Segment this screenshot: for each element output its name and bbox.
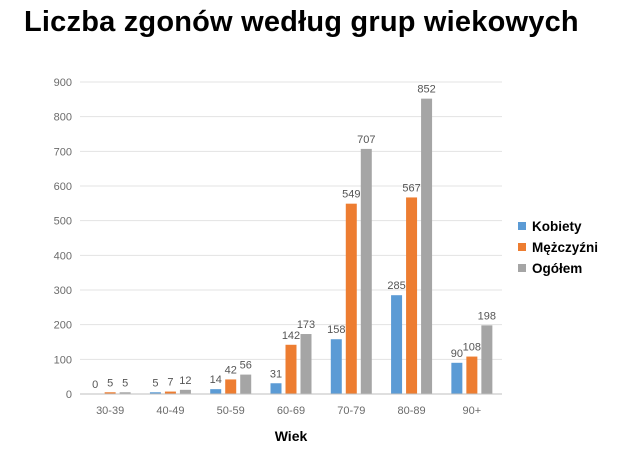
data-label: 7 <box>167 377 173 389</box>
bar <box>104 392 116 394</box>
legend-swatch <box>518 264 526 272</box>
y-tick-label: 700 <box>54 146 72 158</box>
data-label: 42 <box>225 364 237 376</box>
bar <box>451 362 463 394</box>
bar <box>345 203 357 394</box>
y-tick-label: 0 <box>66 389 72 401</box>
data-label: 12 <box>179 375 191 387</box>
legend-swatch <box>518 222 526 230</box>
bar <box>240 374 252 394</box>
data-label: 852 <box>417 84 435 96</box>
y-tick-label: 100 <box>54 354 72 366</box>
bar <box>481 325 493 394</box>
data-label: 5 <box>122 377 128 389</box>
x-tick-label: 40-49 <box>156 405 184 417</box>
bar <box>360 148 372 394</box>
x-tick-label: 30-39 <box>96 405 124 417</box>
bar <box>330 339 342 394</box>
data-label: 5 <box>152 377 158 389</box>
legend-label: Kobiety <box>532 219 582 234</box>
data-label: 707 <box>357 134 375 146</box>
x-tick-label: 50-59 <box>217 405 245 417</box>
bar <box>406 197 418 394</box>
chart-title: Liczba zgonów według grup wiekowych <box>24 6 579 38</box>
bar <box>225 379 237 394</box>
data-label: 56 <box>240 360 252 372</box>
legend-swatch <box>518 243 526 251</box>
x-tick-label: 80-89 <box>398 405 426 417</box>
legend-label: Mężczyźni <box>532 240 598 255</box>
legend: Kobiety Mężczyźni Ogółem <box>518 219 598 276</box>
data-label: 158 <box>327 324 345 336</box>
bar <box>119 392 131 394</box>
bar <box>391 295 403 394</box>
bar <box>164 391 176 394</box>
data-label: 567 <box>402 182 420 194</box>
x-tick-label: 70-79 <box>337 405 365 417</box>
bar <box>421 98 433 394</box>
x-tick-label: 90+ <box>463 405 482 417</box>
bar <box>149 392 161 394</box>
data-label: 31 <box>270 368 282 380</box>
bars <box>104 98 493 394</box>
data-label: 108 <box>463 342 481 354</box>
data-label: 14 <box>210 374 222 386</box>
x-axis-label: Wiek <box>275 428 308 444</box>
x-axis-ticks: 30-39 40-49 50-59 60-69 70-79 80-89 90+ <box>96 405 481 417</box>
bar <box>210 389 222 394</box>
y-tick-label: 600 <box>54 181 72 193</box>
y-tick-label: 400 <box>54 250 72 262</box>
y-tick-label: 900 <box>54 77 72 89</box>
data-label: 90 <box>451 348 463 360</box>
bar <box>179 389 191 394</box>
y-tick-label: 800 <box>54 112 72 124</box>
y-tick-label: 500 <box>54 216 72 228</box>
y-axis-ticks: 0 100 200 300 400 500 600 700 800 900 <box>54 77 72 401</box>
y-tick-label: 300 <box>54 285 72 297</box>
bar <box>270 383 282 394</box>
data-label: 0 <box>92 379 98 391</box>
x-tick-label: 60-69 <box>277 405 305 417</box>
data-label: 549 <box>342 189 360 201</box>
bar <box>285 344 297 394</box>
bar <box>466 356 478 394</box>
data-label: 285 <box>387 280 405 292</box>
data-label: 173 <box>297 319 315 331</box>
y-tick-label: 200 <box>54 320 72 332</box>
data-label: 198 <box>478 310 496 322</box>
data-label: 5 <box>107 377 113 389</box>
gridlines <box>80 81 502 360</box>
legend-label: Ogółem <box>532 261 582 276</box>
data-label: 142 <box>282 330 300 342</box>
bar <box>300 334 312 394</box>
